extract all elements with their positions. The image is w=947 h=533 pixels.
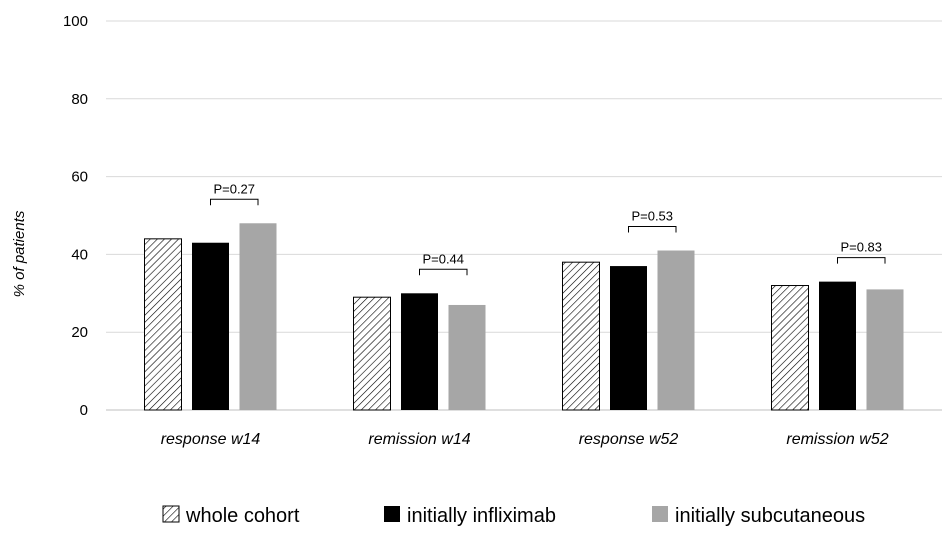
legend-swatch — [384, 506, 400, 522]
bar — [771, 285, 809, 411]
legend: whole cohort initially infliximab initiall… — [162, 505, 865, 527]
gridlines — [106, 20, 942, 411]
p-value-label: P=0.44 — [422, 251, 464, 266]
p-value-bracket — [837, 257, 886, 264]
bar — [192, 242, 229, 410]
p-value-label: P=0.53 — [631, 209, 673, 224]
y-tick-label: 40 — [71, 246, 88, 263]
bar — [657, 250, 695, 410]
y-tick-label: 80 — [71, 91, 88, 108]
bar — [401, 293, 438, 410]
legend-swatch — [652, 506, 668, 522]
bar — [353, 296, 391, 411]
legend-label: whole cohort — [185, 505, 300, 527]
legend-label: initially subcutaneous — [675, 505, 865, 527]
p-value-bracket — [628, 226, 677, 233]
x-category-label: remission w52 — [786, 431, 888, 448]
p-value-bracket — [419, 268, 468, 276]
bar — [866, 289, 904, 410]
x-axis-categories: response w14 remission w14 response w52 rem… — [161, 431, 889, 448]
y-axis-label: % of patients — [11, 210, 28, 297]
y-tick-label: 100 — [63, 13, 88, 30]
x-category-label: remission w14 — [368, 431, 470, 448]
legend-label: initially infliximab — [407, 505, 556, 527]
p-value-label: P=0.83 — [840, 240, 882, 255]
p-value-annotations: P=0.27 P=0.44 P=0.53 P=0.83 — [210, 181, 886, 276]
x-category-label: response w52 — [579, 431, 679, 448]
bars — [144, 223, 904, 411]
y-tick-label: 0 — [80, 402, 88, 419]
bar — [239, 223, 277, 410]
p-value-label: P=0.27 — [213, 181, 255, 196]
x-category-label: response w14 — [161, 431, 261, 448]
bar — [819, 281, 856, 410]
bar — [448, 304, 486, 410]
bar — [610, 266, 647, 410]
y-tick-label: 20 — [71, 324, 88, 341]
y-axis-ticks: 0 20 40 60 80 100 — [63, 13, 88, 419]
bar — [562, 261, 600, 411]
legend-swatch — [162, 505, 180, 523]
p-value-bracket — [210, 198, 259, 206]
bar — [144, 238, 182, 411]
y-tick-label: 60 — [71, 169, 88, 186]
